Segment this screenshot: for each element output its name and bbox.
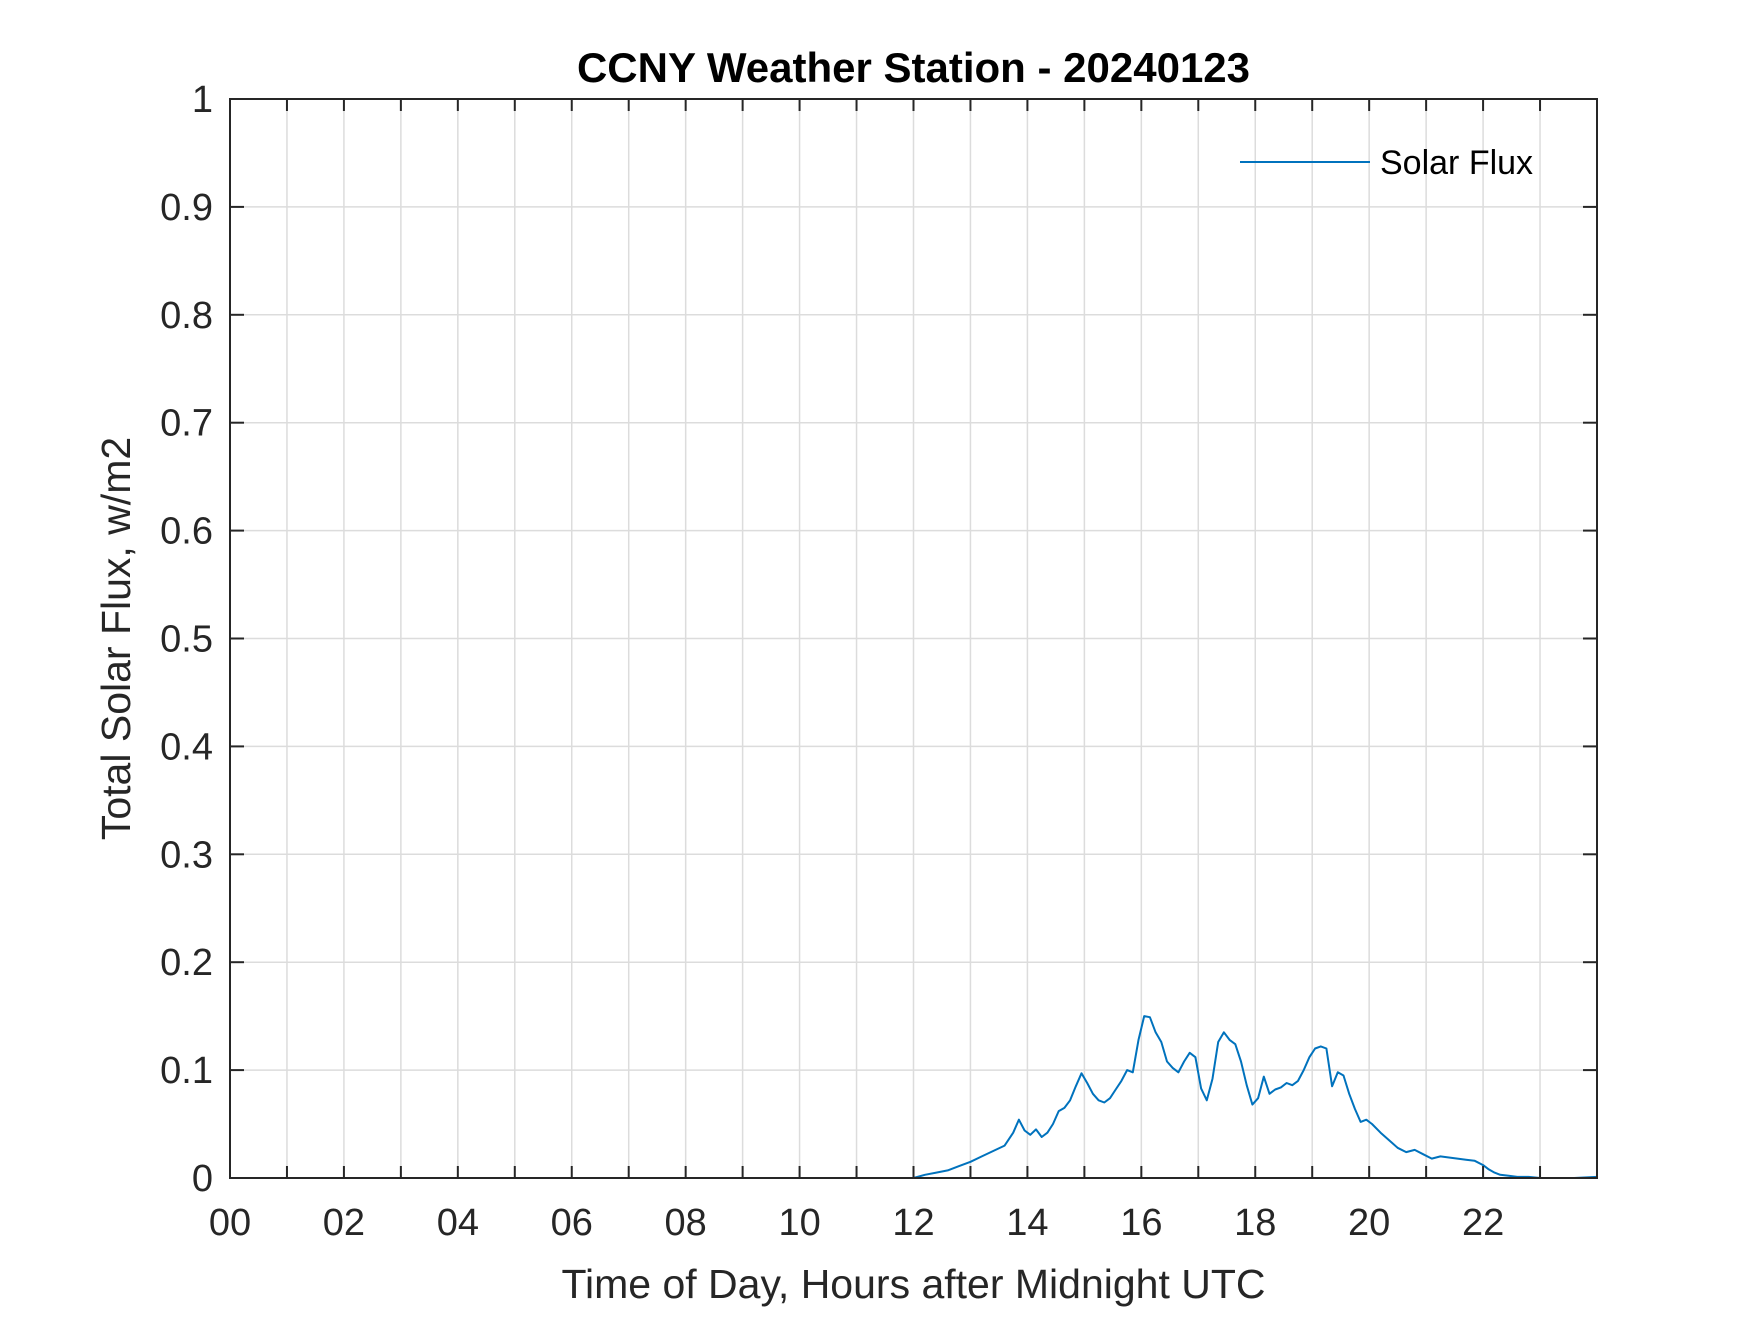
y-tick-label: 0.5 bbox=[160, 619, 213, 661]
x-tick-label: 10 bbox=[778, 1202, 820, 1244]
y-tick-label: 0.4 bbox=[160, 726, 213, 768]
y-tick-label: 0.2 bbox=[160, 942, 213, 984]
grid bbox=[229, 98, 1598, 1179]
series-layer bbox=[230, 1015, 1598, 1179]
y-tick-label: 1 bbox=[192, 79, 213, 121]
x-tick-label: 20 bbox=[1348, 1202, 1390, 1244]
tick-labels: 00 02 04 06 08 10 12 14 16 18 20 22 0 0.1 0.2 0.3 0.4 0.5… bbox=[160, 79, 1504, 1244]
series-line-solar-flux bbox=[230, 1015, 1598, 1179]
y-tick-label: 0.6 bbox=[160, 511, 213, 553]
chart-title: CCNY Weather Station - 20240123 bbox=[577, 44, 1250, 91]
x-tick-label: 00 bbox=[209, 1202, 251, 1244]
ticks bbox=[229, 98, 1598, 1179]
y-tick-label: 0.8 bbox=[160, 295, 213, 337]
x-tick-label: 02 bbox=[323, 1202, 365, 1244]
y-tick-label: 0.9 bbox=[160, 187, 213, 229]
y-tick-label: 0.7 bbox=[160, 403, 213, 445]
x-axis-label: Time of Day, Hours after Midnight UTC bbox=[561, 1261, 1265, 1307]
x-tick-label: 18 bbox=[1234, 1202, 1276, 1244]
y-tick-label: 0.3 bbox=[160, 834, 213, 876]
y-axis-label: Total Solar Flux, w/m2 bbox=[93, 437, 139, 840]
legend: Solar Flux bbox=[1240, 144, 1533, 182]
y-tick-label: 0 bbox=[192, 1158, 213, 1200]
x-tick-label: 22 bbox=[1462, 1202, 1504, 1244]
x-tick-label: 08 bbox=[665, 1202, 707, 1244]
x-tick-label: 06 bbox=[551, 1202, 593, 1244]
x-tick-label: 04 bbox=[437, 1202, 479, 1244]
x-tick-label: 16 bbox=[1120, 1202, 1162, 1244]
x-tick-label: 14 bbox=[1006, 1202, 1048, 1244]
legend-label-solar-flux: Solar Flux bbox=[1380, 144, 1533, 182]
y-tick-label: 0.1 bbox=[160, 1050, 213, 1092]
x-tick-label: 12 bbox=[892, 1202, 934, 1244]
